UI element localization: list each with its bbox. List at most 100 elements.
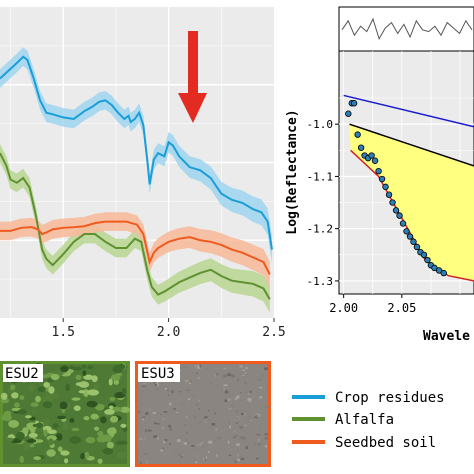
spectra-x-tick-label: 2.5 — [262, 325, 285, 340]
soil-grain — [160, 382, 163, 386]
leaf — [93, 382, 101, 390]
soil-grain — [242, 374, 245, 376]
scatter-point — [424, 256, 431, 264]
soil-grain — [141, 403, 144, 405]
leaf — [71, 427, 80, 432]
leaf — [19, 395, 25, 400]
continuum-y-tick-label: -1.2 — [307, 223, 334, 236]
leaf — [116, 451, 128, 459]
leaf — [109, 397, 116, 402]
blue-line — [343, 94, 474, 128]
scatter-point — [403, 228, 410, 235]
soil-grain — [188, 382, 191, 384]
soil-grain — [180, 455, 183, 458]
soil-grain — [207, 418, 212, 421]
line-crop-residues — [0, 55, 273, 250]
leaf — [42, 401, 53, 409]
legend: Crop residues Alfalfa Seedbed soil — [292, 390, 445, 451]
soil-grain — [215, 385, 218, 388]
soil-grain — [208, 440, 213, 444]
soil-grain — [231, 374, 235, 378]
leaf — [43, 382, 50, 388]
soil-grain — [196, 454, 198, 458]
soil-grain — [185, 389, 190, 391]
soil-grain — [199, 421, 202, 423]
soil-grain — [194, 365, 196, 368]
leaf — [52, 423, 59, 429]
soil-grain — [247, 392, 249, 396]
soil-grain — [224, 390, 229, 394]
soil-grain — [225, 425, 229, 428]
soil-grain — [178, 453, 181, 456]
soil-grain — [199, 444, 202, 446]
leaf — [28, 432, 38, 438]
hull-line — [349, 123, 474, 167]
soil-grain — [229, 406, 232, 408]
soil-grain — [166, 389, 170, 391]
leaf — [64, 458, 69, 464]
photo-esu2-label-bg — [3, 364, 43, 382]
spectra-chart: 1.5 2.0 2.5 — [0, 7, 286, 340]
soil-grain — [167, 394, 170, 396]
soil-grain — [247, 398, 252, 401]
scatter-point — [389, 199, 396, 206]
soil-grain — [142, 385, 146, 387]
leaf — [33, 456, 41, 461]
soil-grain — [199, 364, 202, 368]
soil-grain — [141, 390, 145, 393]
leaf — [83, 416, 90, 421]
soil-grain — [236, 422, 238, 424]
soil-grain — [257, 438, 260, 441]
soil-grain — [254, 416, 258, 419]
band-crop-residues — [0, 47, 272, 263]
red-arrow-shaft — [188, 31, 198, 93]
soil-grain — [219, 436, 221, 440]
soil-grain — [236, 435, 239, 437]
leaf — [96, 436, 108, 443]
top-subpanel-line — [341, 17, 473, 41]
leaf — [49, 393, 60, 399]
leaf — [55, 455, 61, 461]
leaf — [17, 409, 27, 415]
scatter-point — [399, 220, 407, 227]
soil-grain — [239, 425, 243, 429]
soil-grain — [224, 389, 227, 391]
soil-grain — [200, 442, 203, 444]
scatter-point — [357, 144, 365, 151]
leaf — [50, 373, 60, 381]
soil-grain — [160, 449, 163, 452]
soil-grain — [247, 415, 250, 418]
soil-grain — [216, 437, 220, 440]
soil-grain — [153, 382, 156, 384]
soil-grain — [198, 408, 200, 410]
soil-grain — [227, 373, 232, 377]
leaf — [25, 415, 32, 419]
leaf — [97, 458, 103, 464]
soil-grain — [223, 367, 227, 370]
soil-grain — [195, 461, 198, 464]
soil-grain — [184, 424, 186, 426]
soil-grain — [239, 417, 241, 420]
soil-grain — [185, 432, 189, 434]
leaf — [56, 415, 67, 420]
continuum-y-tick-label: -1.0 — [307, 118, 334, 131]
soil-grain — [157, 450, 159, 453]
soil-grain — [169, 442, 171, 445]
leaf — [106, 441, 114, 449]
soil-grain — [148, 405, 150, 408]
scatter-point — [440, 269, 447, 277]
soil-grain — [196, 364, 199, 367]
photo-esu3-label-bg — [138, 364, 180, 382]
leaf — [10, 384, 16, 391]
leaf — [32, 423, 38, 428]
scatter-point — [396, 212, 403, 219]
continuum-x-tick-label: 2.00 — [329, 301, 358, 315]
leaf — [90, 413, 99, 420]
scatter-point — [354, 131, 361, 138]
legend-label-seedbed-soil: Seedbed soil — [335, 435, 436, 451]
soil-grain — [204, 420, 207, 423]
soil-grain — [162, 427, 165, 429]
soil-grain — [240, 412, 244, 415]
absorption-fill — [349, 124, 474, 281]
soil-grain — [232, 459, 235, 461]
